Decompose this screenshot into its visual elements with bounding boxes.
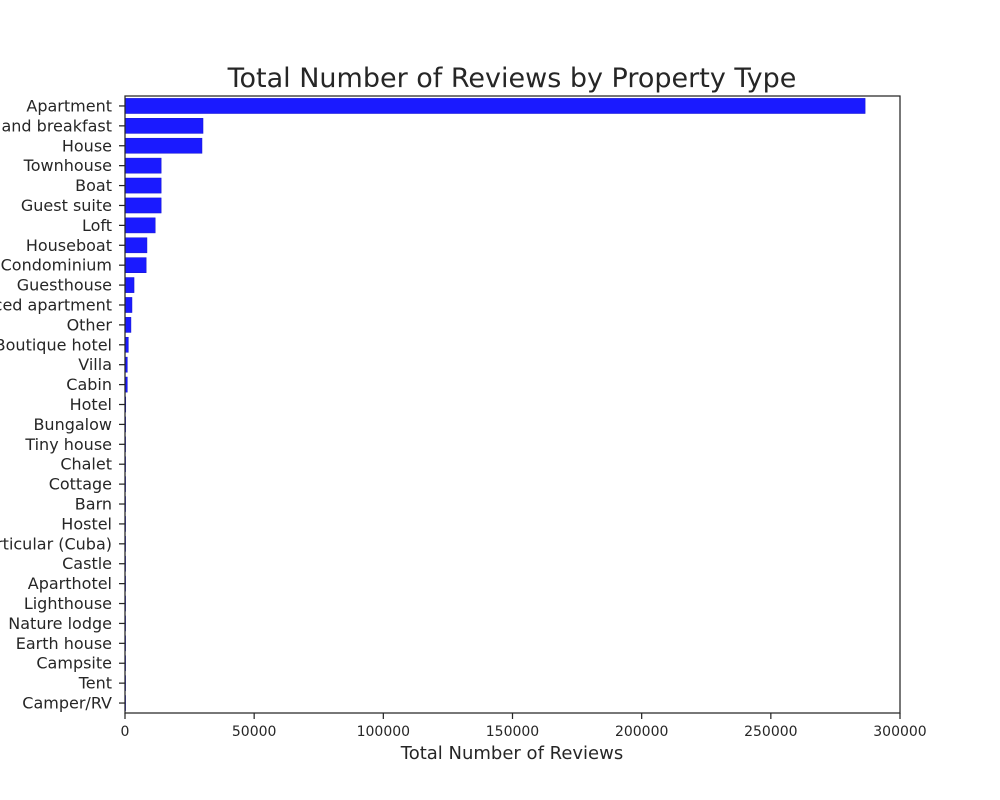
x-tick-label: 200000 xyxy=(615,724,668,740)
category-label: Camper/RV xyxy=(22,694,112,713)
category-label: House xyxy=(62,136,112,155)
category-label: Casa particular (Cuba) xyxy=(0,534,112,553)
bar xyxy=(124,217,156,234)
x-tick-label: 250000 xyxy=(744,724,797,740)
category-label: Guest suite xyxy=(21,196,112,215)
bar xyxy=(124,237,148,254)
bar xyxy=(124,157,162,174)
category-label: Nature lodge xyxy=(8,614,112,633)
x-tick-label: 150000 xyxy=(486,724,539,740)
x-tick-label: 300000 xyxy=(873,724,926,740)
category-label: Loft xyxy=(82,216,112,235)
category-label: Townhouse xyxy=(23,156,112,175)
bar xyxy=(124,257,147,273)
category-label: Villa xyxy=(78,355,112,374)
x-ticks-group: 0 50000 100000 150000 200000 250000 300000 xyxy=(121,713,927,740)
x-tick-label: 50000 xyxy=(232,724,277,740)
category-label: Hotel xyxy=(70,395,112,414)
category-label: Houseboat xyxy=(26,236,112,255)
category-label: Bed and breakfast xyxy=(0,116,112,135)
category-label: Castle xyxy=(62,554,112,573)
category-label: Boutique hotel xyxy=(0,335,112,354)
category-label: Aparthotel xyxy=(28,574,112,593)
x-axis-title: Total Number of Reviews xyxy=(400,743,623,764)
category-label: Apartment xyxy=(26,96,112,115)
plot-frame xyxy=(124,95,901,714)
category-label: Chalet xyxy=(60,455,112,474)
bar xyxy=(124,197,162,214)
category-label: Serviced apartment xyxy=(0,295,112,314)
category-label: Tent xyxy=(78,674,112,693)
x-tick-label: 100000 xyxy=(357,724,410,740)
category-label: Cabin xyxy=(66,375,112,394)
category-label: Condominium xyxy=(1,256,112,275)
category-label: Other xyxy=(67,315,113,334)
category-label: Tiny house xyxy=(24,435,112,454)
category-label: Cottage xyxy=(49,475,112,494)
category-label: Bungalow xyxy=(33,415,112,434)
bar xyxy=(124,177,162,194)
chart-title: Total Number of Reviews by Property Type xyxy=(227,63,797,94)
category-label: Guesthouse xyxy=(17,276,112,295)
bar xyxy=(124,98,866,114)
bar xyxy=(124,277,135,293)
bar xyxy=(124,297,133,313)
category-label: Boat xyxy=(75,176,112,195)
category-label: Earth house xyxy=(16,634,112,653)
bar xyxy=(124,317,132,333)
bars-group xyxy=(124,98,866,711)
bar xyxy=(124,118,204,134)
bar xyxy=(124,137,203,154)
category-label: Barn xyxy=(75,495,112,514)
x-tick-label: 0 xyxy=(121,724,130,740)
category-labels-group: ApartmentBed and breakfastHouseTownhouse… xyxy=(0,96,125,713)
category-label: Campsite xyxy=(36,654,112,673)
category-label: Lighthouse xyxy=(24,594,112,613)
category-label: Hostel xyxy=(61,514,112,533)
